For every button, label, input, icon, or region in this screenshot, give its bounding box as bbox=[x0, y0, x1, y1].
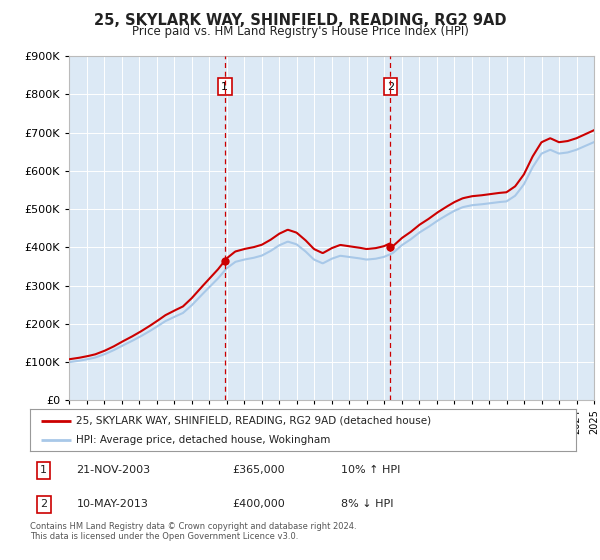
Text: HPI: Average price, detached house, Wokingham: HPI: Average price, detached house, Woki… bbox=[76, 435, 331, 445]
Text: 1: 1 bbox=[40, 465, 47, 475]
Text: 21-NOV-2003: 21-NOV-2003 bbox=[76, 465, 151, 475]
Text: 10% ↑ HPI: 10% ↑ HPI bbox=[341, 465, 401, 475]
Text: 10-MAY-2013: 10-MAY-2013 bbox=[76, 499, 148, 509]
Text: £365,000: £365,000 bbox=[232, 465, 284, 475]
Text: 2: 2 bbox=[40, 499, 47, 509]
Text: 25, SKYLARK WAY, SHINFIELD, READING, RG2 9AD: 25, SKYLARK WAY, SHINFIELD, READING, RG2… bbox=[94, 13, 506, 28]
Text: 2: 2 bbox=[387, 82, 394, 92]
Text: £400,000: £400,000 bbox=[232, 499, 285, 509]
Text: Price paid vs. HM Land Registry's House Price Index (HPI): Price paid vs. HM Land Registry's House … bbox=[131, 25, 469, 39]
Text: 1: 1 bbox=[221, 82, 228, 92]
Text: Contains HM Land Registry data © Crown copyright and database right 2024.
This d: Contains HM Land Registry data © Crown c… bbox=[30, 522, 356, 542]
Text: 8% ↓ HPI: 8% ↓ HPI bbox=[341, 499, 394, 509]
Text: 25, SKYLARK WAY, SHINFIELD, READING, RG2 9AD (detached house): 25, SKYLARK WAY, SHINFIELD, READING, RG2… bbox=[76, 416, 431, 426]
